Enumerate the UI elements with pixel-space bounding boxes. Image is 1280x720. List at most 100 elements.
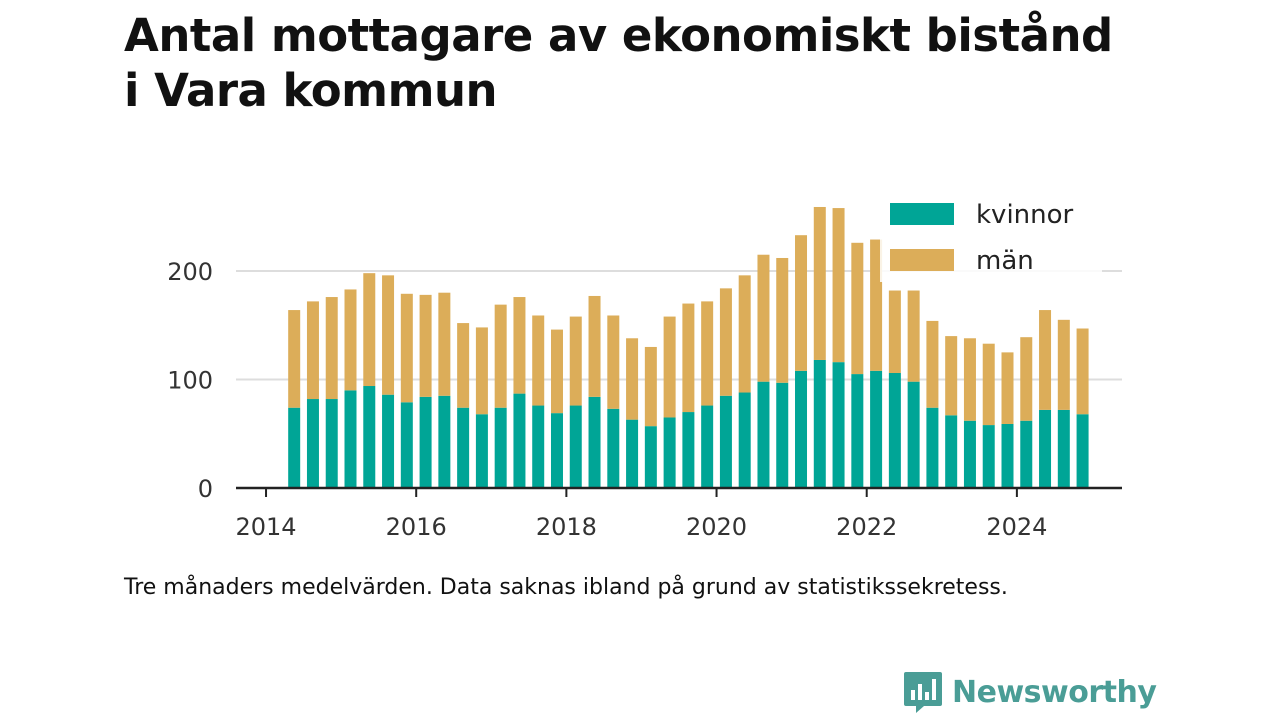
x-tick-label: 2016 — [386, 513, 447, 541]
bar-man — [306, 301, 319, 400]
bar-kvinnor — [813, 359, 826, 488]
bar-man — [513, 297, 526, 394]
bar-kvinnor — [795, 370, 808, 488]
bar-man — [532, 315, 545, 406]
x-tick-label: 2024 — [986, 513, 1047, 541]
bar-man — [1020, 337, 1033, 421]
bar-kvinnor — [438, 395, 451, 488]
brand-name: Newsworthy — [952, 674, 1157, 710]
bar-man — [1039, 310, 1052, 410]
bar-man — [494, 304, 507, 408]
bar-man — [888, 290, 901, 373]
bar-kvinnor — [663, 417, 676, 488]
bar-man — [757, 254, 770, 382]
bar-kvinnor — [513, 393, 526, 488]
bar-kvinnor — [457, 407, 470, 488]
bar-kvinnor — [832, 362, 845, 488]
bar-man — [288, 310, 301, 408]
bar-kvinnor — [888, 372, 901, 488]
bar-man — [963, 338, 976, 421]
bar-kvinnor — [494, 407, 507, 488]
y-tick-label: 0 — [198, 475, 213, 503]
bar-kvinnor — [588, 396, 601, 488]
bar-man — [457, 323, 470, 408]
bar-kvinnor — [419, 396, 432, 488]
bar-man — [400, 293, 413, 403]
bar-man — [663, 316, 676, 418]
y-tick-label: 200 — [167, 258, 213, 286]
bar-man — [588, 295, 601, 397]
bar-man — [569, 316, 582, 406]
bar-man — [550, 329, 563, 414]
bar-man — [813, 206, 826, 360]
bar-kvinnor — [1001, 423, 1014, 488]
legend: kvinnor män — [880, 190, 1102, 282]
bar-kvinnor — [907, 381, 920, 488]
bar-kvinnor — [382, 394, 395, 488]
axes: 0 100 200 2014 2016 2018 2020 2022 2024 — [167, 258, 1122, 541]
bar-chart-speech-bubble-icon — [904, 672, 942, 713]
x-tick-label: 2020 — [686, 513, 747, 541]
bar-kvinnor — [738, 392, 751, 488]
bar-man — [325, 297, 338, 400]
chart-title-line-1: Antal mottagare av ekonomiskt bistånd — [124, 9, 1113, 62]
bar-man — [870, 239, 883, 371]
bar-kvinnor — [682, 412, 695, 488]
bar-man — [1057, 319, 1070, 410]
bar-kvinnor — [1076, 414, 1089, 488]
bar-man — [344, 289, 357, 391]
bar-kvinnor — [344, 390, 357, 488]
bar-man — [382, 275, 395, 395]
bar-man — [682, 303, 695, 413]
bar-kvinnor — [306, 399, 319, 488]
bar-man — [1076, 328, 1089, 415]
bar-kvinnor — [776, 382, 789, 488]
bar-man — [475, 327, 488, 415]
x-tick-label: 2022 — [836, 513, 897, 541]
bar-kvinnor — [945, 415, 958, 488]
bar-man — [832, 208, 845, 363]
bar-kvinnor — [475, 414, 488, 488]
bar-man — [644, 346, 657, 427]
bar-kvinnor — [719, 395, 732, 488]
chart-title: Antal mottagare av ekonomiskt bistånd i … — [124, 8, 1184, 118]
chart-title-line-2: i Vara kommun — [124, 64, 498, 117]
legend-swatch — [890, 249, 954, 271]
bar-kvinnor — [288, 407, 301, 488]
bar-man — [851, 242, 864, 375]
bar-kvinnor — [982, 425, 995, 488]
x-tick-label: 2014 — [235, 513, 296, 541]
bar-kvinnor — [757, 381, 770, 488]
bar-man — [363, 273, 376, 387]
bar-man — [776, 257, 789, 383]
bar-man — [419, 294, 432, 397]
bar-man — [1001, 352, 1014, 424]
bar-man — [626, 338, 639, 420]
bar-kvinnor — [363, 386, 376, 488]
bar-kvinnor — [400, 402, 413, 488]
bar-kvinnor — [870, 370, 883, 488]
bar-kvinnor — [607, 408, 620, 488]
bar-kvinnor — [1057, 409, 1070, 488]
bar-kvinnor — [550, 413, 563, 488]
bar-man — [719, 288, 732, 396]
bar-kvinnor — [644, 426, 657, 488]
bar-series — [288, 206, 1089, 488]
y-tick-label: 100 — [167, 367, 213, 395]
bar-man — [795, 235, 808, 371]
bar-man — [607, 315, 620, 409]
chart-footnote: Tre månaders medelvärden. Data saknas ib… — [124, 575, 1008, 600]
bar-man — [926, 320, 939, 408]
legend-swatch — [890, 203, 954, 225]
brand-logo: Newsworthy — [902, 670, 1157, 714]
bar-man — [701, 301, 714, 406]
bar-kvinnor — [701, 405, 714, 488]
bar-man — [945, 336, 958, 416]
bar-kvinnor — [851, 374, 864, 488]
legend-label: män — [976, 246, 1034, 276]
bar-man — [982, 343, 995, 426]
bar-kvinnor — [1020, 420, 1033, 488]
bar-kvinnor — [626, 419, 639, 488]
bar-kvinnor — [926, 407, 939, 488]
